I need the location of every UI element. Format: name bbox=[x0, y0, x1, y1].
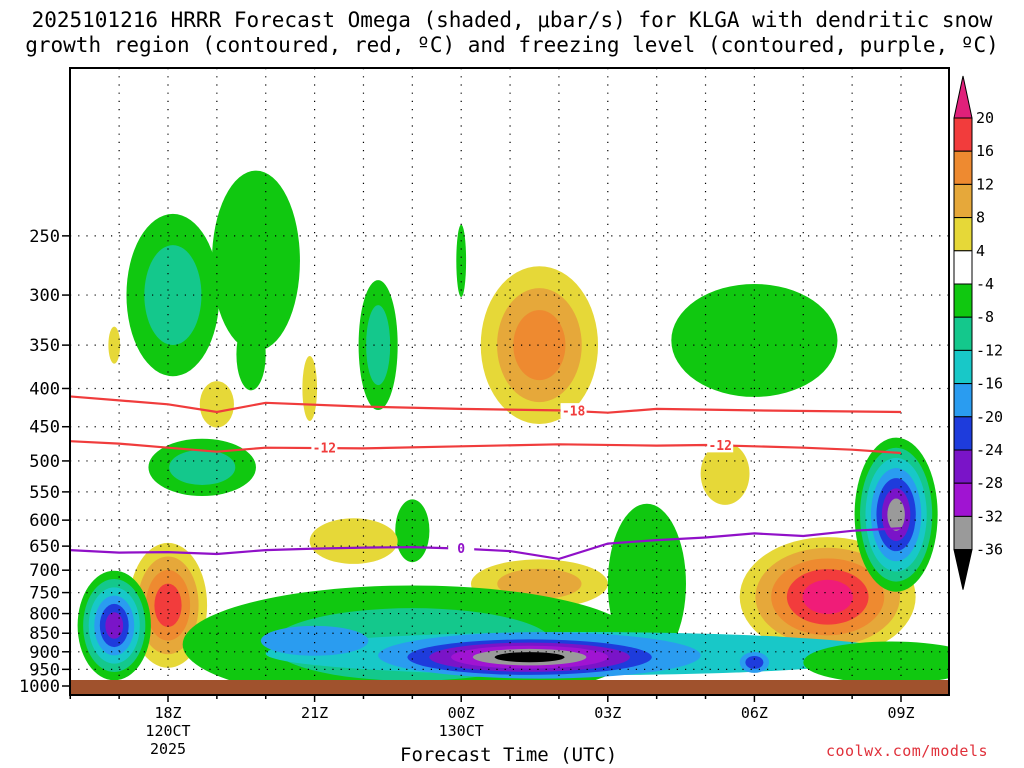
y-tick-label-750: 750 bbox=[29, 584, 60, 604]
y-tick-label-800: 800 bbox=[29, 605, 60, 625]
y-tick-label-450: 450 bbox=[29, 418, 60, 438]
dgz-label--18-bg bbox=[560, 403, 587, 419]
y-tick-label-700: 700 bbox=[29, 561, 60, 581]
dgz-label--18: -18 bbox=[562, 405, 586, 420]
omega-cell-27-level-0 bbox=[803, 641, 949, 684]
freezing-level-contour bbox=[70, 527, 902, 561]
omega-cell-7-level-1 bbox=[169, 449, 236, 485]
y-tick-label-550: 550 bbox=[29, 483, 60, 503]
colorbar-level--28--24 bbox=[953, 449, 973, 484]
contour-label-layer: -18 -12 -12 0 bbox=[311, 403, 734, 557]
colorbar-level-4-8 bbox=[953, 217, 973, 252]
x-tick-label-15-0: 09Z bbox=[887, 704, 914, 722]
contour-layer bbox=[70, 395, 902, 561]
omega-cell-1-level-0 bbox=[211, 170, 300, 352]
x-tick-label-0-2: 2025 bbox=[150, 740, 186, 758]
colorbar: 20 16 12 8 4 -4 -8 -12 -16 -20 -24 -28 -32 -36 bbox=[953, 75, 1003, 590]
omega-cell-5-level-0 bbox=[456, 224, 467, 297]
dgz-contour--12 bbox=[70, 440, 902, 455]
colorbar-level--36--32 bbox=[953, 515, 973, 551]
y-tick-label-300: 300 bbox=[29, 286, 60, 306]
freezing-level-label: 0 bbox=[457, 542, 465, 557]
dgz-label--12: -12 bbox=[313, 442, 336, 457]
omega-cell-16-level-4 bbox=[802, 579, 853, 614]
y-tick-label-350: 350 bbox=[29, 336, 60, 356]
colorbar-bottom-arrow bbox=[953, 549, 973, 590]
ground-strip bbox=[70, 680, 949, 695]
colorbar-label--32: -32 bbox=[976, 507, 1003, 525]
colorbar-label-20: 20 bbox=[976, 109, 994, 127]
colorbar-level--12--8 bbox=[953, 316, 973, 351]
y-tick-label-650: 650 bbox=[29, 537, 60, 557]
source-credit: coolwx.com/models bbox=[826, 742, 989, 760]
y-tick-label-600: 600 bbox=[29, 511, 60, 531]
colorbar-label-4: 4 bbox=[976, 242, 985, 260]
dgz-label--12-b: -12 bbox=[708, 439, 731, 454]
colorbar-level-16-20 bbox=[953, 117, 973, 152]
freezing-level-label-bg bbox=[448, 540, 475, 556]
omega-cell-8-level-0 bbox=[309, 518, 398, 564]
omega-cell-23-level-4 bbox=[494, 652, 565, 663]
x-tick-label-6-0: 00Z bbox=[448, 704, 475, 722]
colorbar-level-12-16 bbox=[953, 150, 973, 185]
x-axis-label: Forecast Time (UTC) bbox=[400, 744, 618, 766]
dgz-contour--18 bbox=[70, 395, 902, 414]
omega-cell-15-level-3 bbox=[154, 583, 182, 628]
chart-title-line-1: 2025101216 HRRR Forecast Omega (shaded, … bbox=[31, 8, 993, 32]
y-tick-label-400: 400 bbox=[29, 379, 60, 399]
omega-cell-12-level-2 bbox=[513, 310, 566, 381]
omega-cell-13-level-0 bbox=[700, 442, 750, 505]
omega-cell-6-level-0 bbox=[671, 283, 838, 397]
colorbar-level--20--16 bbox=[953, 383, 973, 418]
omega-cell-14-level-1 bbox=[497, 568, 582, 599]
y-tick-label-950: 950 bbox=[29, 660, 60, 680]
y-tick-label-900: 900 bbox=[29, 643, 60, 663]
x-tick-label-0-1: 120CT bbox=[145, 722, 190, 740]
colorbar-label--4: -4 bbox=[976, 275, 994, 293]
colorbar-label--28: -28 bbox=[976, 474, 1003, 492]
colorbar-level--8--4 bbox=[953, 283, 973, 318]
colorbar-level--4-4 bbox=[953, 250, 973, 285]
colorbar-label-12: 12 bbox=[976, 175, 994, 193]
colorbar-label-16: 16 bbox=[976, 142, 994, 160]
omega-cell-18-level-6 bbox=[887, 498, 905, 531]
chart-title-line-2: growth region (contoured, red, ºC) and f… bbox=[25, 33, 999, 57]
dgz-label--12-bg bbox=[311, 440, 338, 456]
colorbar-label--12: -12 bbox=[976, 341, 1003, 359]
omega-cell-25-level-1 bbox=[745, 655, 764, 669]
colorbar-level--16--12 bbox=[953, 349, 973, 385]
y-tick-label-500: 500 bbox=[29, 452, 60, 472]
x-tick-label-9-0: 03Z bbox=[594, 704, 621, 722]
colorbar-level--32--28 bbox=[953, 482, 973, 517]
y-tick-label-850: 850 bbox=[29, 624, 60, 644]
colorbar-label--24: -24 bbox=[976, 441, 1003, 459]
dgz-label--12-b-bg bbox=[707, 437, 734, 453]
omega-cell-10-level-0 bbox=[108, 326, 121, 364]
colorbar-label--20: -20 bbox=[976, 408, 1003, 426]
colorbar-top-arrow bbox=[953, 75, 973, 119]
omega-cell-0-level-1 bbox=[144, 245, 202, 346]
x-tick-label-6-1: 130CT bbox=[439, 722, 484, 740]
x-tick-label-0-0: 18Z bbox=[154, 704, 181, 722]
y-tick-label-250: 250 bbox=[29, 227, 60, 247]
colorbar-label--36: -36 bbox=[976, 541, 1003, 559]
y-tick-label-1000: 1000 bbox=[19, 677, 60, 697]
omega-cell-3-level-1 bbox=[366, 305, 391, 386]
colorbar-label-8: 8 bbox=[976, 209, 985, 227]
colorbar-level--24--20 bbox=[953, 416, 973, 451]
colorbar-label--8: -8 bbox=[976, 308, 994, 326]
omega-cell-19-level-5 bbox=[105, 612, 124, 639]
axes-layer: 2503003504004505005506006507007508008509… bbox=[19, 227, 915, 758]
x-tick-label-12-0: 06Z bbox=[741, 704, 768, 722]
x-tick-label-3-0: 21Z bbox=[301, 704, 328, 722]
colorbar-level-8-12 bbox=[953, 183, 973, 219]
colorbar-label--16: -16 bbox=[976, 375, 1003, 393]
omega-cell-2-level-0 bbox=[236, 318, 266, 391]
omega-shading-layer bbox=[77, 170, 949, 695]
